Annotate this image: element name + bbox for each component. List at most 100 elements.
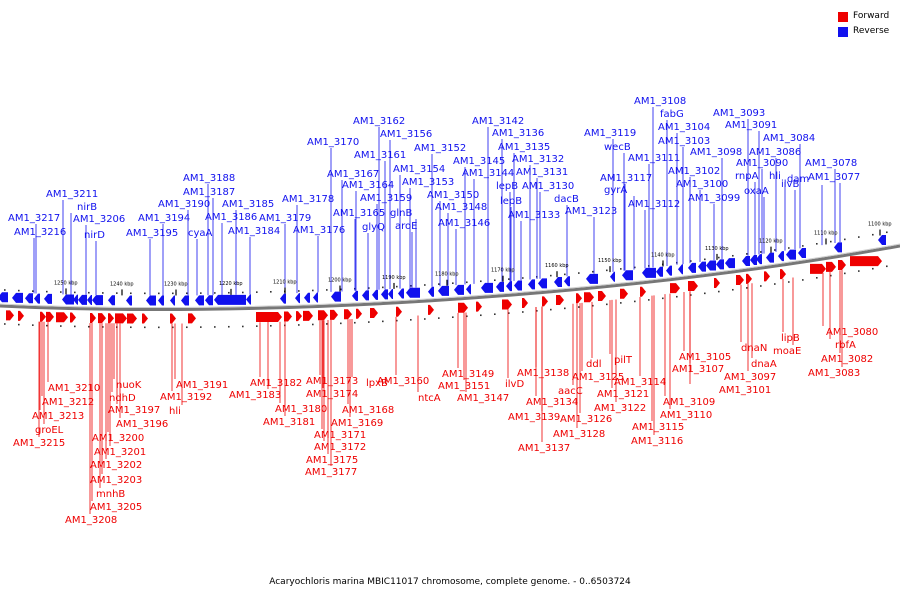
forward-gene-label[interactable]: AM1_3203	[90, 475, 142, 486]
forward-gene-label[interactable]: pilT	[614, 355, 633, 366]
forward-gene-label[interactable]: AM1_3205	[90, 502, 142, 513]
reverse-gene-label[interactable]: AM1_3211	[46, 189, 98, 200]
reverse-gene-label[interactable]: aroE	[395, 221, 417, 232]
reverse-gene-label[interactable]: AM1_3136	[492, 128, 544, 139]
forward-gene-label[interactable]: AM1_3210	[48, 383, 100, 394]
forward-gene-label[interactable]: AM1_3200	[92, 433, 144, 444]
forward-gene-label[interactable]: AM1_3137	[518, 443, 570, 454]
forward-gene-label[interactable]: AM1_3097	[724, 372, 776, 383]
reverse-gene-label[interactable]: AM1_3179	[259, 213, 311, 224]
reverse-gene-label[interactable]: AM1_3165	[333, 208, 385, 219]
reverse-gene-label[interactable]: AM1_3145	[453, 156, 505, 167]
forward-gene-label[interactable]: hli	[169, 406, 181, 417]
reverse-gene-label[interactable]: nirD	[84, 230, 105, 241]
reverse-gene-label[interactable]: dacB	[554, 194, 579, 205]
forward-gene-label[interactable]: AM1_3122	[594, 403, 646, 414]
forward-gene-label[interactable]: AM1_3121	[597, 389, 649, 400]
forward-gene-label[interactable]: AM1_3175	[306, 455, 358, 466]
reverse-gene-label[interactable]: AM1_3135	[498, 142, 550, 153]
forward-gene-label[interactable]: AM1_3105	[679, 352, 731, 363]
reverse-gene-label[interactable]: AM1_3148	[435, 202, 487, 213]
reverse-gene-label[interactable]: AM1_3130	[522, 181, 574, 192]
forward-gene-label[interactable]: dnaA	[751, 359, 777, 370]
forward-gene-label[interactable]: AM1_3192	[160, 392, 212, 403]
reverse-gene-label[interactable]: AM1_3099	[688, 193, 740, 204]
reverse-gene-label[interactable]: nirB	[77, 202, 97, 213]
forward-gene-label[interactable]: AM1_3202	[90, 460, 142, 471]
forward-gene-label[interactable]: AM1_3177	[305, 467, 357, 478]
reverse-gene-label[interactable]: AM1_3154	[393, 164, 445, 175]
reverse-gene-label[interactable]: AM1_3161	[354, 150, 406, 161]
reverse-gene-label[interactable]: AM1_3178	[282, 194, 334, 205]
reverse-gene-label[interactable]: AM1_3186	[205, 212, 257, 223]
reverse-gene-label[interactable]: AM1_3194	[138, 213, 190, 224]
reverse-gene-label[interactable]: AM1_3150	[427, 190, 479, 201]
reverse-gene-label[interactable]: AM1_3123	[565, 206, 617, 217]
forward-gene-label[interactable]: rbfA	[835, 340, 856, 351]
forward-gene-label[interactable]: AM1_3147	[457, 393, 509, 404]
reverse-gene-label[interactable]: fabG	[660, 109, 684, 120]
reverse-gene-label[interactable]: glyQ	[362, 222, 385, 233]
forward-gene-label[interactable]: AM1_3196	[116, 419, 168, 430]
forward-gene-label[interactable]: ddl	[586, 359, 601, 370]
reverse-gene-label[interactable]: AM1_3131	[516, 167, 568, 178]
forward-gene-label[interactable]: AM1_3191	[176, 380, 228, 391]
forward-gene-label[interactable]: AM1_3128	[553, 429, 605, 440]
reverse-gene-label[interactable]: AM1_3112	[628, 199, 680, 210]
reverse-gene-label[interactable]: AM1_3153	[402, 177, 454, 188]
forward-gene-label[interactable]: AM1_3215	[13, 438, 65, 449]
forward-gene-label[interactable]: AM1_3126	[560, 414, 612, 425]
forward-gene-label[interactable]: AM1_3171	[314, 430, 366, 441]
forward-gene-label[interactable]: AM1_3134	[526, 397, 578, 408]
reverse-gene-label[interactable]: AM1_3078	[805, 158, 857, 169]
forward-gene-label[interactable]: ndhD	[109, 393, 136, 404]
reverse-gene-label[interactable]: AM1_3162	[353, 116, 405, 127]
forward-gene-label[interactable]: ntcA	[418, 393, 441, 404]
forward-gene-label[interactable]: lipB	[781, 333, 800, 344]
forward-gene-label[interactable]: AM1_3139	[508, 412, 560, 423]
reverse-gene-label[interactable]: AM1_3077	[808, 172, 860, 183]
reverse-gene-label[interactable]: AM1_3156	[380, 129, 432, 140]
forward-gene-label[interactable]: moaE	[773, 346, 801, 357]
forward-gene-label[interactable]: AM1_3183	[229, 390, 281, 401]
forward-gene-label[interactable]: mnhB	[96, 489, 125, 500]
reverse-gene-label[interactable]: AM1_3102	[668, 166, 720, 177]
forward-gene-label[interactable]: AM1_3107	[672, 364, 724, 375]
reverse-gene-label[interactable]: cyaA	[188, 228, 213, 239]
forward-gene-label[interactable]: AM1_3169	[331, 418, 383, 429]
reverse-gene-label[interactable]: AM1_3084	[763, 133, 815, 144]
reverse-gene-label[interactable]: rnpA	[735, 171, 759, 182]
reverse-gene-label[interactable]: wecB	[604, 142, 631, 153]
reverse-gene-label[interactable]: AM1_3091	[725, 120, 777, 131]
reverse-gene-label[interactable]: lepB	[500, 196, 522, 207]
forward-gene-label[interactable]: aacC	[558, 386, 583, 397]
forward-gene-label[interactable]: AM1_3212	[42, 397, 94, 408]
reverse-gene-label[interactable]: ilvB	[781, 179, 799, 190]
reverse-gene-label[interactable]: AM1_3152	[414, 143, 466, 154]
reverse-gene-label[interactable]: AM1_3132	[512, 154, 564, 165]
forward-gene-label[interactable]: AM1_3181	[263, 417, 315, 428]
forward-gene-label[interactable]: AM1_3080	[826, 327, 878, 338]
reverse-gene-label[interactable]: AM1_3185	[222, 199, 274, 210]
forward-gene-label[interactable]: lpxB	[366, 378, 388, 389]
forward-gene-label[interactable]: groEL	[35, 425, 64, 436]
reverse-gene-label[interactable]: AM1_3086	[749, 147, 801, 158]
forward-gene-label[interactable]: AM1_3115	[632, 422, 684, 433]
reverse-gene-label[interactable]: AM1_3184	[228, 226, 280, 237]
reverse-gene-label[interactable]: AM1_3144	[462, 168, 514, 179]
reverse-gene-label[interactable]: AM1_3188	[183, 173, 235, 184]
forward-gene-label[interactable]: AM1_3160	[377, 376, 429, 387]
reverse-gene-label[interactable]: AM1_3119	[584, 128, 636, 139]
forward-gene-label[interactable]: nuoK	[116, 380, 142, 391]
reverse-gene-label[interactable]: AM1_3170	[307, 137, 359, 148]
forward-gene-label[interactable]: AM1_3149	[442, 369, 494, 380]
forward-gene-label[interactable]: AM1_3110	[660, 410, 712, 421]
reverse-gene-label[interactable]: AM1_3108	[634, 96, 686, 107]
reverse-gene-label[interactable]: dam	[787, 174, 809, 185]
forward-gene-label[interactable]: AM1_3125	[572, 372, 624, 383]
reverse-gene-label[interactable]: lepB	[496, 181, 518, 192]
forward-gene-label[interactable]: AM1_3208	[65, 515, 117, 526]
forward-gene-label[interactable]: AM1_3180	[275, 404, 327, 415]
reverse-gene-label[interactable]: AM1_3159	[360, 193, 412, 204]
forward-gene-label[interactable]: AM1_3168	[342, 405, 394, 416]
